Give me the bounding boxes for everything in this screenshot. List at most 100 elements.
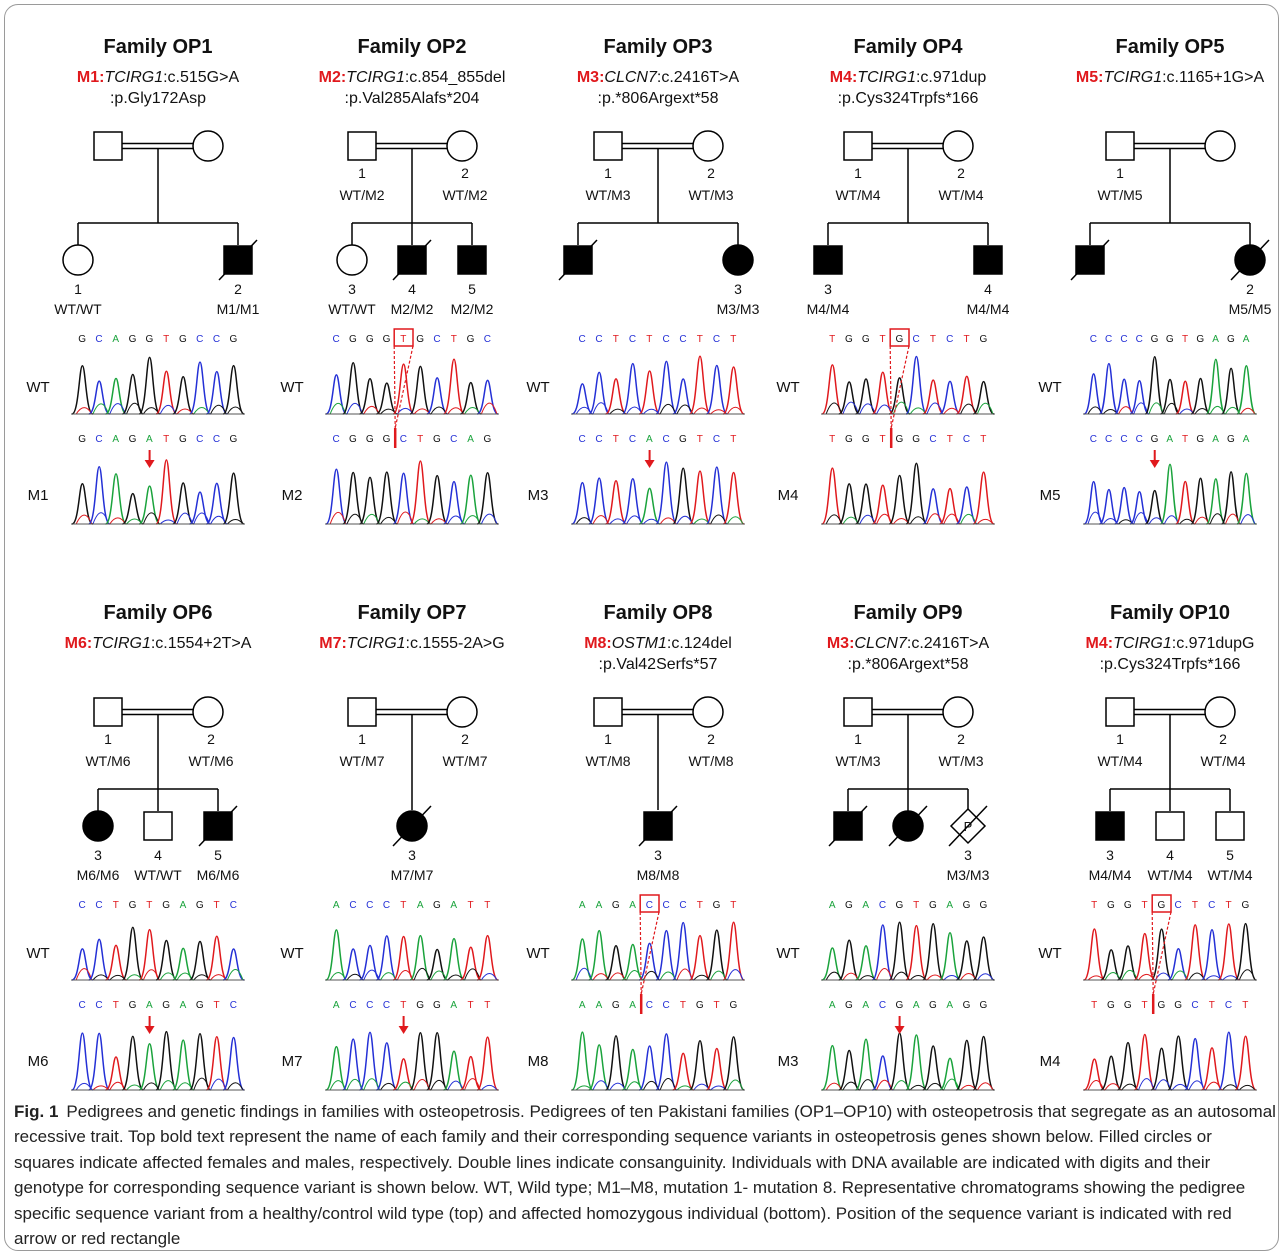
wt-sequence-base: T <box>467 900 474 911</box>
figure-caption: Fig. 1 Pedigrees and genetic findings in … <box>14 1099 1276 1251</box>
child-number: 5 <box>1226 847 1234 863</box>
mutant-chromatogram-peak <box>604 1035 628 1091</box>
mutant-sequence-base: G <box>349 434 357 445</box>
mutant-chromatogram-minor-peak <box>1087 511 1103 525</box>
mutant-sequence-base: T <box>467 1000 474 1011</box>
mutant-sequence-base: G <box>433 434 441 445</box>
variant-notation: :c.854_855del <box>405 69 506 86</box>
mutant-sequence-base: A <box>629 1000 636 1011</box>
wt-chromatogram-peak <box>1100 949 1122 981</box>
wt-chromatogram-minor-peak <box>575 967 593 981</box>
mutant-sequence-base: C <box>366 1000 374 1011</box>
mutant-chromatogram-peak <box>205 1035 228 1091</box>
parent-genotype: WT/M3 <box>835 753 880 769</box>
mutant-chromatogram-minor-peak <box>75 514 93 525</box>
mutant-chromatogram-peak <box>722 471 745 525</box>
child-1-square <box>1095 811 1125 841</box>
mutant-sequence-base: G <box>862 434 870 445</box>
mutant-chromatogram-peak <box>955 1039 978 1091</box>
parent-number: 2 <box>207 731 215 747</box>
wt-chromatogram-peak <box>1114 378 1135 415</box>
mutant-chromatogram-peak <box>821 1044 844 1091</box>
wt-chromatogram-minor-peak <box>1240 407 1256 415</box>
mutant-label: M4 <box>1040 1053 1061 1070</box>
child-genotype: M2/M2 <box>451 301 494 317</box>
wt-sequence-base: C <box>663 334 671 345</box>
child-1-deceased-slash <box>1070 239 1110 281</box>
wt-chromatogram-peak <box>705 364 728 415</box>
mutant-label: M7 <box>282 1053 303 1070</box>
mutant-sequence-base: A <box>1212 434 1219 445</box>
wt-chromatogram-peak <box>155 370 178 415</box>
mutant-chromatogram-minor-peak <box>464 1078 481 1091</box>
wt-sequence-base: T <box>930 334 937 345</box>
mutant-sequence-base: C <box>713 434 721 445</box>
child-genotype: M4/M4 <box>967 301 1010 317</box>
mutant-sequence-base: A <box>913 1000 920 1011</box>
wt-sequence-base: C <box>1136 334 1144 345</box>
mutant-chromatogram-minor-peak <box>109 1081 126 1091</box>
wt-sequence-base: G <box>129 900 137 911</box>
child-2-square <box>973 245 1003 275</box>
mutant-chromatogram-peak <box>638 1045 661 1091</box>
gene-symbol: TCIRG1 <box>347 635 406 652</box>
mutant-sequence-base: G <box>433 1000 441 1011</box>
mutant-label: M3 <box>778 1053 799 1070</box>
wt-sequence-base: T <box>1192 900 1199 911</box>
mutation-dotted-line <box>393 345 396 429</box>
mutant-sequence-base: T <box>113 1000 120 1011</box>
mutant-sequence-base: A <box>146 1000 153 1011</box>
wt-chromatogram-minor-peak <box>126 402 143 415</box>
wt-chromatogram-peak <box>222 364 245 415</box>
mutant-sequence-base: A <box>333 1000 340 1011</box>
mother-circle <box>942 130 974 162</box>
wt-chromatogram-peak <box>1200 929 1224 981</box>
mutant-chromatogram-peak <box>621 1048 644 1091</box>
wt-sequence-base: C <box>629 334 637 345</box>
child-number: 3 <box>734 281 742 297</box>
wt-sequence-base: T <box>163 334 170 345</box>
mutant-chromatogram-minor-peak <box>142 512 160 525</box>
mutant-label: M1 <box>28 487 49 504</box>
wt-sequence-base: C <box>230 900 238 911</box>
child-number: 3 <box>654 847 662 863</box>
mutant-chromatogram-minor-peak <box>447 1080 464 1091</box>
wt-chromatogram-peak <box>672 921 695 981</box>
child-number: 3 <box>408 847 416 863</box>
parent-genotype: WT/M2 <box>442 187 487 203</box>
mutant-chromatogram-minor-peak <box>659 1077 677 1091</box>
father-square <box>347 131 377 161</box>
wt-sequence-base: C <box>95 334 103 345</box>
wt-chromatogram-peak <box>939 380 961 415</box>
child-number: 4 <box>1166 847 1174 863</box>
mutant-chromatogram-peak <box>188 1032 212 1091</box>
mutant-sequence-base: G <box>895 434 903 445</box>
mutant-chromatogram-minor-peak <box>480 513 498 525</box>
figure-frame <box>4 4 1279 1251</box>
mutant-sequence-base: C <box>1090 434 1098 445</box>
father-square <box>1105 131 1135 161</box>
gene-symbol: CLCN7 <box>854 635 908 652</box>
wt-chromatogram-minor-peak <box>575 406 593 415</box>
wt-sequence-base: G <box>845 900 853 911</box>
mutation-box <box>1151 894 1172 913</box>
wt-sequence-base: G <box>1124 900 1132 911</box>
wt-chromatogram-minor-peak <box>226 968 244 981</box>
mutant-sequence-base: G <box>696 1000 704 1011</box>
wt-chromatogram-peak <box>588 929 611 981</box>
wt-chromatogram-peak <box>1175 380 1196 415</box>
child-number: 4 <box>154 847 162 863</box>
mutant-chromatogram-peak <box>222 1036 245 1091</box>
variant-notation: :c.971dup <box>916 69 986 86</box>
mutation-box <box>393 328 414 347</box>
wt-sequence-base: G <box>1241 900 1249 911</box>
wt-sequence-base: G <box>1196 334 1204 345</box>
wt-label: WT <box>26 379 49 396</box>
variant-notation: :c.2416T>A <box>657 69 740 86</box>
child-2-deceased-slash <box>392 239 432 281</box>
wt-chromatogram-peak <box>476 934 499 981</box>
mutant-chromatogram-minor-peak <box>726 516 744 525</box>
mutant-chromatogram-peak <box>426 1031 449 1091</box>
mutant-chromatogram-peak <box>222 472 245 525</box>
mutant-sequence-base: T <box>613 434 620 445</box>
